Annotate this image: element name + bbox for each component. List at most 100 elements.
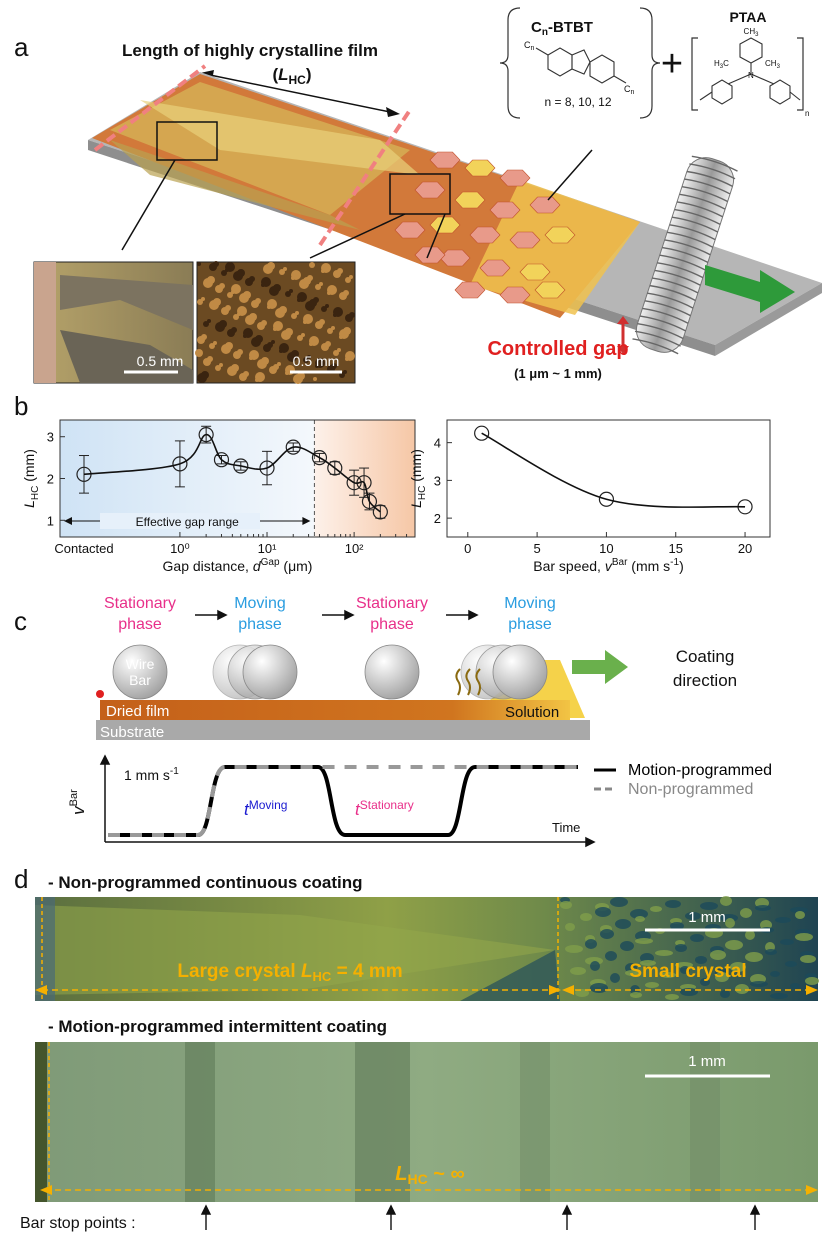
x-label: Time: [552, 820, 580, 835]
charts: Effective gap range12310⁰10¹10²Contacted…: [21, 420, 770, 574]
grain: [255, 298, 261, 304]
y-tick-label: 2: [47, 472, 54, 487]
substituent: Cn: [624, 84, 635, 96]
grain: [219, 283, 225, 289]
grain: [333, 307, 343, 317]
vapor-path: [456, 669, 460, 695]
sup: Bar: [612, 557, 628, 568]
y-tick-label: 2: [434, 511, 441, 526]
var: L: [408, 500, 424, 508]
layers-rect: [96, 720, 590, 740]
btbt-structure-line: [536, 48, 548, 55]
grain: [279, 306, 287, 314]
ptaa-structure-polygon: [712, 80, 732, 104]
phase-label: Movingphase: [504, 595, 556, 633]
grain: [605, 951, 617, 961]
pre: C: [531, 19, 542, 36]
title: Length of highly crystalline film: [122, 41, 378, 60]
grain: [755, 905, 771, 911]
title-var: (LHC): [272, 65, 311, 87]
var: L: [395, 1163, 407, 1185]
rest: ~ ∞: [428, 1163, 465, 1185]
grain: [680, 988, 698, 996]
molecule-name: PTAA: [729, 9, 766, 25]
grain: [750, 981, 768, 987]
grain: [337, 268, 343, 274]
grain: [343, 327, 351, 335]
micrograph-left-rect: [34, 262, 56, 383]
sub: HC: [289, 73, 307, 87]
grain: [261, 277, 271, 287]
annotation: Effective gap range: [136, 515, 240, 529]
grain: [237, 306, 247, 316]
panel-label: b: [14, 391, 28, 421]
x-tick-label: 5: [533, 541, 540, 556]
panel-label: d: [14, 864, 28, 894]
grain: [590, 961, 600, 971]
unit: (mm): [21, 449, 37, 486]
grain: [343, 370, 347, 374]
plus: +: [661, 43, 683, 85]
grain: [309, 262, 315, 268]
non-programmed-curve: [108, 767, 578, 835]
ch3: CH3: [765, 59, 781, 70]
outside-range-bg: [314, 420, 415, 537]
grain: [590, 983, 608, 993]
grain: [231, 327, 237, 333]
var: L: [301, 961, 313, 982]
grain: [301, 333, 305, 337]
x-tick-label: 0: [464, 541, 471, 556]
sup: -1: [170, 766, 179, 777]
grain: [307, 275, 313, 281]
length-arrow-polygon: [386, 107, 400, 117]
speed-label: 1 mm s-1: [124, 766, 179, 783]
grain: [585, 939, 597, 949]
micrograph-top-rect: [35, 897, 55, 1001]
grain: [283, 267, 287, 271]
sub: HC: [30, 486, 41, 500]
grain: [325, 304, 329, 308]
brackets-path: [797, 38, 803, 110]
grain: [261, 357, 269, 365]
grain: [775, 917, 791, 923]
grain: [243, 371, 249, 377]
grain: [635, 938, 653, 944]
stop-points-label: Bar stop points :: [20, 1215, 136, 1232]
line: phase: [508, 616, 552, 633]
grain: [725, 918, 735, 928]
close: ): [679, 558, 684, 574]
grain: [349, 275, 353, 279]
grain: [720, 896, 732, 906]
grain: [225, 262, 235, 272]
nitrogen: N: [748, 71, 754, 80]
grain: [213, 341, 217, 345]
t: Large crystal: [177, 961, 301, 982]
grain: [237, 349, 243, 355]
x-tick-label: 15: [668, 541, 682, 556]
grain: [219, 363, 223, 367]
grain: [740, 908, 752, 918]
grain: [313, 377, 317, 381]
grain: [289, 289, 293, 293]
x-axis-title: Bar speed, vBar (mm s-1): [533, 557, 684, 574]
grain: [201, 334, 207, 340]
grain: [231, 364, 239, 372]
grain: [297, 292, 307, 302]
grain: [735, 984, 749, 994]
t-stationary: tStationary: [355, 798, 414, 819]
gap-title: Controlled gap: [487, 338, 628, 360]
grain: [580, 913, 592, 921]
sub: n: [631, 89, 635, 96]
grain: [201, 371, 209, 379]
unit: (μm): [280, 558, 313, 574]
g: CH: [744, 27, 756, 36]
n-values: n = 8, 10, 12: [544, 95, 611, 109]
brackets-path: [500, 8, 520, 118]
wire-bars-circle: [243, 645, 297, 699]
grain: [195, 349, 203, 357]
y-label: vBar: [68, 789, 88, 815]
grain: [343, 290, 349, 296]
y-tick-label: 3: [434, 473, 441, 488]
